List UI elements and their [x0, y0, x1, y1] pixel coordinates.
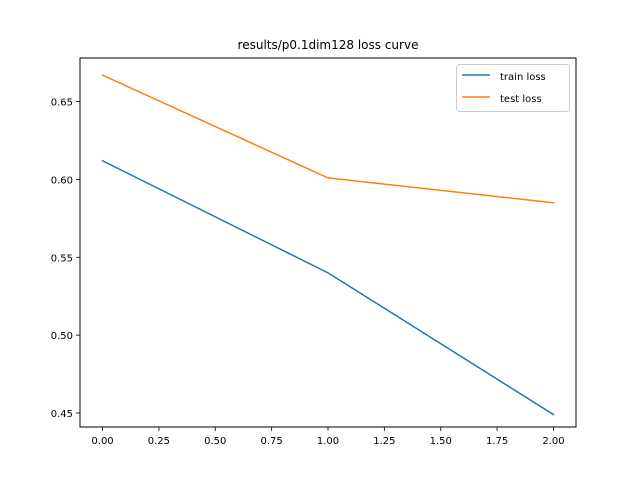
x-axis-ticks: 0.00 0.25 0.50 0.75 1.00 1.25 1.50 1.75 2.00 [91, 427, 565, 447]
y-tick-label: 0.45 [51, 409, 73, 420]
y-axis-ticks: 0.45 0.50 0.55 0.60 0.65 [51, 98, 80, 420]
x-tick-label: 2.00 [542, 436, 564, 447]
y-tick-label: 0.60 [51, 175, 73, 186]
series-line-test-loss [101, 74, 555, 204]
y-tick-label: 0.50 [51, 331, 73, 342]
y-tick-label: 0.65 [51, 98, 73, 109]
series-layer [101, 74, 555, 416]
plot-area-frame [79, 57, 577, 428]
legend-label-test-loss: test loss [500, 94, 542, 105]
x-tick-label: 1.75 [486, 436, 508, 447]
x-tick-label: 0.50 [204, 436, 226, 447]
series-line-train-loss [101, 159, 555, 416]
x-tick-label: 0.00 [91, 436, 113, 447]
legend-box [456, 64, 570, 112]
x-tick-label: 0.75 [261, 436, 283, 447]
x-tick-label: 1.50 [430, 436, 452, 447]
x-tick-label: 1.25 [373, 436, 395, 447]
legend: train loss test loss [456, 64, 570, 112]
x-tick-label: 1.00 [317, 436, 339, 447]
legend-label-train-loss: train loss [500, 72, 546, 83]
y-tick-label: 0.55 [51, 253, 73, 264]
x-tick-label: 0.25 [148, 436, 170, 447]
chart-title: results/p0.1dim128 loss curve [238, 38, 419, 52]
